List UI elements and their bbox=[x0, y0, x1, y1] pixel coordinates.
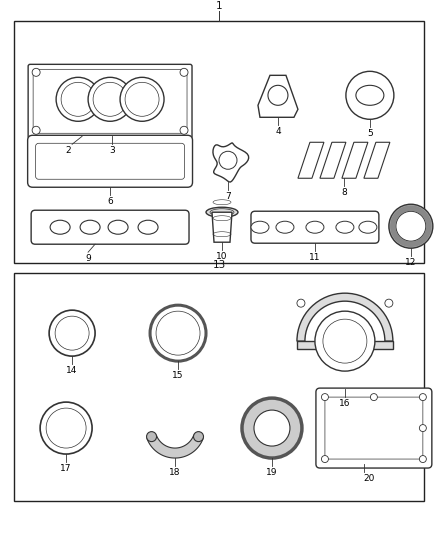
Text: 1: 1 bbox=[215, 2, 223, 11]
Polygon shape bbox=[320, 142, 346, 178]
Text: 14: 14 bbox=[67, 366, 78, 375]
Circle shape bbox=[297, 299, 305, 307]
Circle shape bbox=[56, 77, 100, 122]
Circle shape bbox=[254, 410, 290, 446]
Ellipse shape bbox=[251, 221, 269, 233]
Polygon shape bbox=[258, 75, 298, 117]
Polygon shape bbox=[147, 435, 203, 458]
Circle shape bbox=[93, 82, 127, 116]
FancyBboxPatch shape bbox=[325, 397, 423, 459]
Text: 17: 17 bbox=[60, 464, 72, 473]
Circle shape bbox=[268, 85, 288, 106]
Text: 10: 10 bbox=[216, 252, 228, 261]
Circle shape bbox=[40, 402, 92, 454]
Polygon shape bbox=[364, 142, 390, 178]
Ellipse shape bbox=[359, 221, 377, 233]
Ellipse shape bbox=[50, 220, 70, 234]
Circle shape bbox=[321, 393, 328, 401]
Ellipse shape bbox=[276, 221, 294, 233]
Polygon shape bbox=[212, 212, 232, 242]
Text: 4: 4 bbox=[275, 127, 281, 136]
Circle shape bbox=[88, 77, 132, 122]
Text: 5: 5 bbox=[367, 130, 373, 138]
Text: 16: 16 bbox=[339, 399, 351, 408]
Text: 7: 7 bbox=[225, 192, 231, 201]
Polygon shape bbox=[342, 142, 368, 178]
Text: 9: 9 bbox=[85, 254, 91, 263]
Circle shape bbox=[46, 408, 86, 448]
Ellipse shape bbox=[210, 209, 234, 216]
Wedge shape bbox=[297, 293, 393, 341]
Circle shape bbox=[389, 204, 433, 248]
Circle shape bbox=[194, 432, 204, 442]
Circle shape bbox=[125, 82, 159, 116]
Ellipse shape bbox=[336, 221, 354, 233]
Text: 19: 19 bbox=[266, 468, 278, 477]
Circle shape bbox=[49, 310, 95, 356]
Circle shape bbox=[219, 151, 237, 169]
Ellipse shape bbox=[356, 85, 384, 106]
FancyBboxPatch shape bbox=[28, 64, 192, 138]
Circle shape bbox=[150, 305, 206, 361]
Ellipse shape bbox=[80, 220, 100, 234]
Circle shape bbox=[147, 432, 156, 442]
Circle shape bbox=[32, 126, 40, 134]
Circle shape bbox=[419, 425, 426, 432]
Circle shape bbox=[242, 398, 302, 458]
Text: 20: 20 bbox=[363, 474, 374, 483]
Circle shape bbox=[321, 456, 328, 463]
Bar bbox=[14, 273, 424, 501]
Circle shape bbox=[55, 316, 89, 350]
Circle shape bbox=[346, 71, 394, 119]
Text: 18: 18 bbox=[169, 468, 181, 477]
Text: 8: 8 bbox=[341, 188, 347, 197]
Ellipse shape bbox=[108, 220, 128, 234]
Circle shape bbox=[315, 311, 375, 371]
Circle shape bbox=[32, 68, 40, 76]
Ellipse shape bbox=[138, 220, 158, 234]
Text: 11: 11 bbox=[309, 253, 321, 262]
FancyBboxPatch shape bbox=[33, 69, 187, 133]
Circle shape bbox=[180, 126, 188, 134]
FancyBboxPatch shape bbox=[316, 388, 432, 468]
FancyBboxPatch shape bbox=[31, 210, 189, 244]
Text: 12: 12 bbox=[405, 258, 417, 267]
Text: 6: 6 bbox=[107, 197, 113, 206]
FancyBboxPatch shape bbox=[251, 211, 379, 243]
Circle shape bbox=[61, 82, 95, 116]
Circle shape bbox=[419, 456, 426, 463]
Bar bbox=[14, 21, 424, 263]
Circle shape bbox=[323, 319, 367, 363]
Bar bbox=[297, 341, 393, 349]
Polygon shape bbox=[213, 143, 249, 182]
FancyBboxPatch shape bbox=[28, 135, 193, 187]
Circle shape bbox=[156, 311, 200, 355]
Circle shape bbox=[396, 211, 426, 241]
Text: 15: 15 bbox=[172, 371, 184, 380]
Ellipse shape bbox=[306, 221, 324, 233]
Text: 3: 3 bbox=[109, 146, 115, 155]
Text: 13: 13 bbox=[212, 260, 226, 270]
Text: 2: 2 bbox=[65, 146, 71, 155]
Circle shape bbox=[120, 77, 164, 122]
FancyBboxPatch shape bbox=[35, 143, 184, 179]
Circle shape bbox=[180, 68, 188, 76]
Circle shape bbox=[385, 299, 393, 307]
Circle shape bbox=[371, 393, 378, 401]
Polygon shape bbox=[298, 142, 324, 178]
Circle shape bbox=[419, 393, 426, 401]
Ellipse shape bbox=[206, 207, 238, 217]
